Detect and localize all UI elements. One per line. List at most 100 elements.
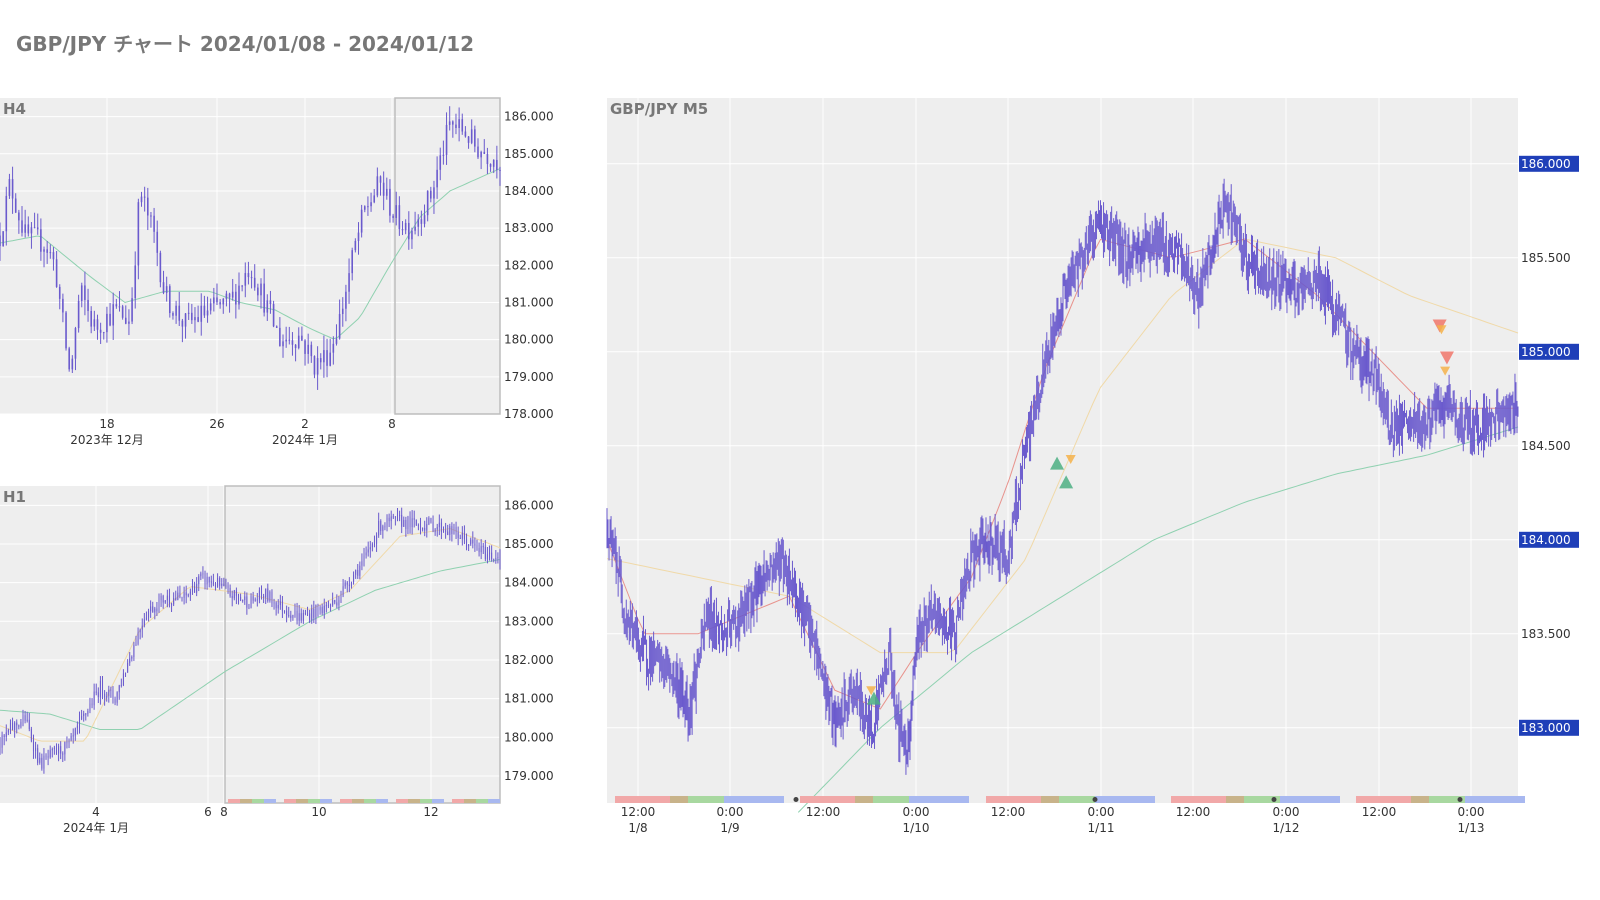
- h1-candle-body: [459, 537, 461, 539]
- h1-candle-body: [45, 755, 47, 757]
- h4-candle-body: [49, 252, 52, 254]
- h1-candle-body: [273, 602, 275, 604]
- h4-candle-body: [194, 317, 196, 321]
- h4-candle-body: [216, 297, 218, 303]
- h4-candle-body: [96, 319, 99, 330]
- h1-candle-body: [344, 582, 346, 587]
- h1-candle-body: [20, 721, 22, 727]
- h4-candle-body: [477, 146, 479, 158]
- h4-x-tick-label: 26: [209, 417, 224, 431]
- h4-candle-body: [27, 224, 30, 234]
- h1-candle-body: [156, 608, 158, 612]
- h4-candle-body: [297, 335, 300, 349]
- h1-session-strip: [228, 799, 500, 803]
- h4-candle-body: [310, 344, 313, 357]
- h1-session-block: [296, 799, 308, 803]
- h1-candle-body: [392, 516, 394, 518]
- h1-candle-body: [367, 549, 369, 553]
- h1-candle-body: [376, 535, 378, 545]
- h4-candle-body: [467, 136, 470, 143]
- h4-candle-body: [21, 220, 23, 233]
- m5-plot-area: [607, 98, 1518, 803]
- h1-candle-body: [440, 522, 442, 532]
- h4-candle-body: [102, 332, 105, 334]
- h1-candle-body: [68, 740, 70, 744]
- h4-candle-body: [341, 308, 344, 315]
- m5-session-block: [1095, 796, 1155, 803]
- h1-candle-body: [407, 516, 409, 530]
- h4-candle-body: [464, 131, 467, 137]
- h4-x-tick-label: 8: [388, 417, 396, 431]
- h4-candle-body: [354, 240, 357, 251]
- m5-x-tick-label: 12:00: [991, 805, 1026, 819]
- m5-y-tick-label: 185.500: [1521, 251, 1571, 265]
- h1-candle-body: [51, 748, 53, 751]
- h1-candle-body: [296, 610, 298, 621]
- h1-y-tick-label: 185.000: [504, 537, 554, 551]
- h1-candle-body: [382, 526, 384, 532]
- h1-candle-body: [53, 747, 55, 749]
- h1-candle-body: [37, 748, 39, 763]
- h1-candle-body: [476, 545, 478, 549]
- h4-candle-body: [404, 222, 407, 231]
- m5-y-tick-highlight: [1519, 155, 1579, 172]
- h1-candle-body: [359, 565, 361, 576]
- h4-candle-body: [345, 291, 347, 309]
- h4-y-tick-label: 178.000: [504, 407, 554, 421]
- h1-candle-body: [200, 573, 202, 577]
- h1-candle-body: [145, 617, 147, 620]
- h4-candle-body: [351, 250, 354, 274]
- h1-candle-body: [106, 696, 108, 698]
- h1-candle-body: [227, 585, 229, 588]
- h4-candle-body: [272, 304, 275, 327]
- h1-candle-body: [41, 757, 43, 769]
- h1-candle-body: [122, 673, 124, 685]
- m5-x-sublabel: 1/13: [1458, 821, 1485, 835]
- h4-candle-body: [294, 344, 297, 349]
- h4-y-axis: 186.000 185.000 184.000 183.000 182.000 181.0…: [504, 110, 554, 421]
- h1-candle-body: [35, 748, 37, 752]
- h4-candle-body: [486, 154, 489, 165]
- h1-ma-mid-line: [0, 527, 501, 742]
- h1-candle-body: [357, 569, 359, 576]
- h4-title: H4: [3, 100, 26, 118]
- h1-y-tick-label: 184.000: [504, 576, 554, 590]
- m5-session-strip: [615, 796, 1525, 803]
- h1-candle-body: [185, 592, 187, 596]
- m5-session-block: [1411, 796, 1429, 803]
- m5-trade-markers: [866, 319, 1454, 705]
- h1-session-block: [396, 799, 408, 803]
- h4-candle-body: [90, 310, 92, 327]
- h1-candle-body: [58, 746, 60, 754]
- h1-candle-body: [428, 518, 430, 525]
- h4-candle-body: [18, 212, 20, 221]
- h4-candle-body: [156, 231, 159, 253]
- h4-candle-body: [238, 285, 240, 305]
- h4-candle-body: [87, 299, 89, 311]
- h4-candle-body: [131, 298, 133, 322]
- h1-candle-body: [12, 722, 14, 731]
- h1-candle-body: [434, 529, 436, 533]
- h4-candle-body: [389, 188, 391, 216]
- m5-x-tick-label: 0:00: [717, 805, 744, 819]
- h1-candle-body: [131, 656, 133, 659]
- h1-candle-body: [95, 691, 97, 693]
- h4-candle-body: [470, 129, 473, 143]
- h4-candle-body: [288, 339, 291, 341]
- h4-candle-body: [455, 124, 457, 129]
- h1-candle-body: [438, 522, 440, 528]
- h1-candle-body: [104, 693, 106, 698]
- exit-marker: [1440, 366, 1451, 376]
- h1-moving-averages: [0, 527, 501, 742]
- h4-candle-body: [184, 313, 187, 327]
- h4-candle-body: [313, 356, 316, 375]
- m5-title: GBP/JPY M5: [610, 100, 708, 118]
- m5-x-tick-label: 0:00: [1273, 805, 1300, 819]
- m5-chart: GBP/JPY M5 186.000185.500185.000184.5001…: [606, 98, 1579, 835]
- h1-candle-body: [148, 611, 150, 618]
- h4-candle-body: [219, 302, 221, 305]
- h1-candle-body: [394, 516, 396, 518]
- m5-session-block: [873, 796, 909, 803]
- h1-candle-body: [449, 526, 451, 535]
